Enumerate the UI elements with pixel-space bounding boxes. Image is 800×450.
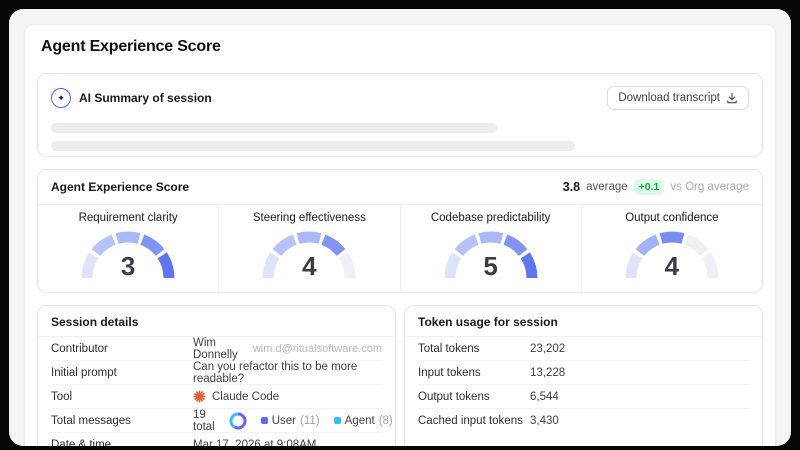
download-icon — [727, 92, 737, 104]
experience-score-card: Agent Experience Score 3.8 average +0.1 … — [37, 169, 763, 293]
gauge-arc — [444, 231, 538, 279]
contributor-email: wim.d@ritualsoftware.com — [252, 342, 382, 355]
session-details-card: Session details Contributor Wim Donnelly… — [37, 305, 396, 446]
initial-prompt-label: Initial prompt — [51, 366, 117, 379]
tool-label: Tool — [51, 390, 73, 403]
gauge-value: 4 — [302, 251, 317, 281]
gauge-value: 5 — [483, 251, 498, 281]
contributor-row: Contributor Wim Donnelly wim.d@ritualsof… — [51, 337, 382, 361]
gauge-codebase-predictability: Codebase predictability 5 — [399, 205, 581, 292]
agent-legend-swatch — [333, 417, 341, 424]
token-usage-title: Token usage for session — [405, 306, 762, 337]
token-row: Input tokens 13,228 — [418, 361, 749, 385]
gauge-value: 3 — [120, 251, 136, 281]
token-row: Output tokens 6,544 — [418, 385, 749, 409]
vs-org-average-label: vs Org average — [670, 181, 749, 193]
total-messages-value: 19 total — [193, 408, 215, 433]
token-row-value: 6,544 — [530, 390, 559, 403]
ai-summary-title: AI Summary of session — [79, 91, 212, 105]
session-details-title: Session details — [38, 306, 395, 337]
user-legend-count: (11) — [300, 414, 320, 427]
total-messages-label: Total messages — [51, 414, 131, 427]
gauge-arc — [262, 231, 356, 279]
app-panel: Agent Experience Score ✦ AI Summary of s… — [9, 9, 791, 446]
dashboard-card: Agent Experience Score ✦ AI Summary of s… — [24, 24, 776, 446]
gauge-arc — [625, 231, 719, 279]
token-row-value: 23,202 — [530, 342, 566, 355]
contributor-label: Contributor — [51, 342, 108, 355]
gauges-row: Requirement clarity 3 Steering effectivene… — [38, 205, 762, 292]
agent-legend-count: (8) — [378, 414, 393, 427]
average-score-value: 3.8 — [562, 180, 581, 194]
agent-legend-label: Agent — [344, 414, 375, 427]
average-score-label: average — [586, 181, 628, 193]
gauge-requirement-clarity: Requirement clarity 3 — [38, 205, 218, 292]
gauge-output-confidence: Output confidence 4 — [580, 205, 762, 292]
total-messages-row: Total messages 19 total User (11) — [51, 408, 393, 433]
tool-row: Tool Claude Code — [51, 385, 382, 409]
user-legend-swatch — [260, 417, 268, 424]
token-row-value: 3,430 — [530, 415, 559, 427]
gauge-steering-effectiveness: Steering effectiveness 4 — [218, 205, 399, 292]
messages-donut-chart — [229, 412, 247, 429]
gauge-label: Requirement clarity — [78, 212, 178, 224]
page-title: Agent Experience Score — [41, 38, 221, 55]
token-row-label: Output tokens — [418, 390, 490, 403]
gauge-label: Output confidence — [625, 212, 719, 224]
gauge-arc — [81, 231, 175, 279]
gauge-label: Steering effectiveness — [252, 212, 366, 224]
token-row-label: Input tokens — [418, 366, 481, 379]
token-row-value: 13,228 — [530, 366, 566, 379]
tool-value: Claude Code — [212, 390, 280, 403]
token-row: Total tokens 23,202 — [418, 337, 749, 361]
claude-code-icon — [193, 390, 206, 403]
datetime-label: Date & time — [51, 439, 112, 446]
ai-sparkle-icon: ✦ — [51, 88, 71, 108]
initial-prompt-row: Initial prompt Can you refactor this to … — [51, 361, 382, 385]
delta-badge: +0.1 — [633, 179, 665, 195]
contributor-name: Wim Donnelly — [193, 336, 238, 361]
score-card-title: Agent Experience Score — [51, 180, 190, 194]
gauge-value: 4 — [664, 251, 680, 281]
token-row-label: Cached input tokens — [418, 415, 523, 427]
initial-prompt-value: Can you refactor this to be more readabl… — [193, 360, 358, 385]
datetime-value: Mar 17, 2026 at 9:08AM — [193, 439, 317, 446]
gauge-label: Codebase predictability — [430, 212, 551, 224]
token-row: Cached input tokens 3,430 — [418, 409, 749, 433]
ai-summary-card: ✦ AI Summary of session Download transcr… — [37, 73, 763, 157]
download-transcript-label: Download transcript — [618, 92, 720, 104]
datetime-row: Date & time Mar 17, 2026 at 9:08AM — [51, 433, 382, 446]
user-legend-label: User — [271, 414, 297, 427]
token-usage-card: Token usage for session Total tokens 23,2… — [404, 305, 763, 446]
token-row-label: Total tokens — [418, 342, 480, 355]
skeleton-bar — [51, 141, 575, 151]
skeleton-bar — [51, 123, 498, 133]
download-transcript-button[interactable]: Download transcript — [607, 86, 749, 110]
